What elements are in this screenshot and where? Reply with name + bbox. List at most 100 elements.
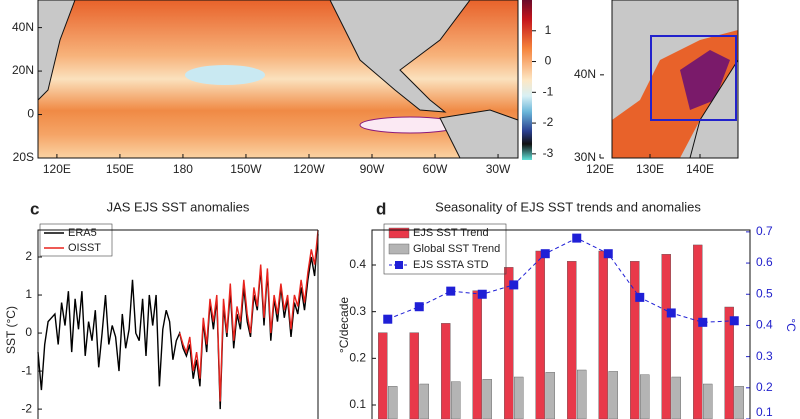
bar: [545, 372, 555, 419]
y-tick-label: 0.4: [349, 257, 366, 271]
marker: [635, 292, 645, 302]
x-tick-label: 30W: [486, 162, 511, 176]
panel-label: d: [376, 199, 386, 218]
x-tick-label: 60W: [423, 162, 448, 176]
axes: [371, 229, 751, 419]
bar: [535, 250, 545, 419]
y-tick-label: -1: [21, 363, 32, 377]
marker: [446, 286, 456, 296]
marker: [414, 302, 424, 312]
legend-label: EJS SST Trend: [413, 227, 489, 239]
y-tick-label: 30N: [574, 150, 596, 164]
y-axis-label: °C/decade: [337, 297, 351, 353]
y2-tick-label: 0.2: [756, 380, 773, 394]
bar: [567, 261, 577, 419]
y2-tick-label: 0.5: [756, 286, 773, 300]
y-axis-label: SST (°C): [4, 306, 18, 354]
x-tick-label: 120W: [293, 162, 325, 176]
x-tick-label: 130E: [636, 162, 664, 176]
bar: [693, 244, 703, 419]
legend-label: Global SST Trend: [413, 243, 500, 255]
data-line: [179, 230, 319, 402]
data-line: [387, 237, 735, 323]
x-tick-label: 120E: [586, 162, 614, 176]
y-tick-label: 0.1: [349, 397, 366, 411]
x-tick-label: 150W: [230, 162, 262, 176]
y2-axis-label: °C: [784, 318, 798, 332]
marker: [729, 316, 739, 326]
bar: [703, 383, 713, 419]
y-tick-label: 40N: [12, 20, 34, 34]
land: [329, 0, 471, 113]
x-tick-label: 150E: [106, 162, 134, 176]
map-a: [37, 0, 532, 160]
chart-title: Seasonality of EJS SST trends and anomal…: [435, 199, 701, 214]
data-line: [37, 234, 319, 410]
colorbar: [522, 0, 532, 160]
legend-swatch: [388, 227, 410, 239]
colorbar-tick-label: 1: [545, 23, 552, 37]
bar: [419, 383, 429, 419]
legend-swatch: [388, 243, 410, 255]
legend-box: [39, 223, 113, 257]
bar: [724, 306, 734, 419]
bar: [734, 386, 744, 419]
frame: [37, 0, 519, 159]
bar: [388, 386, 398, 419]
marker: [509, 280, 519, 290]
colorbar-tick-label: 0: [545, 54, 552, 68]
x-tick-label: 120E: [43, 162, 71, 176]
axes: [37, 229, 319, 419]
region-box: [650, 35, 737, 121]
bar: [630, 261, 640, 419]
y-tick-label: 20S: [13, 150, 34, 164]
y2-tick-label: 0.4: [756, 318, 773, 332]
colorbar-tick-label: -1: [543, 84, 554, 98]
y-tick-label: 0.2: [349, 351, 366, 365]
map-b: [611, 0, 739, 159]
bar: [514, 376, 524, 419]
marker: [572, 233, 582, 243]
y-tick-label: 0: [25, 325, 32, 339]
bar: [577, 369, 587, 419]
y-tick-label: 0.3: [349, 304, 366, 318]
cool-anomaly: [185, 65, 265, 85]
bar: [441, 323, 451, 419]
y-tick-label: 1: [25, 287, 32, 301]
colorbar-tick-label: -3: [543, 146, 554, 160]
y-tick-label: 40N: [574, 67, 596, 81]
legend-label: EJS SSTA STD: [413, 259, 489, 271]
bar: [472, 290, 482, 419]
colorbar-tick-label: -2: [543, 115, 554, 129]
warm-anomaly: [680, 50, 730, 110]
y2-tick-label: 0.6: [756, 255, 773, 269]
marker: [666, 308, 676, 318]
panel-label: c: [30, 199, 39, 218]
bar: [482, 379, 492, 419]
bar: [671, 376, 681, 419]
bar: [608, 371, 618, 419]
marker: [603, 249, 613, 259]
legend-swatch: [395, 261, 403, 269]
legend-label: ERA5: [68, 227, 97, 239]
chart-title: JAS EJS SST anomalies: [107, 199, 250, 214]
bar: [661, 254, 671, 419]
y-tick-label: 20N: [12, 63, 34, 77]
marker: [540, 249, 550, 259]
x-tick-label: 90W: [360, 162, 385, 176]
bar: [409, 332, 419, 419]
legend-label: OISST: [68, 242, 101, 254]
bar: [378, 332, 388, 419]
y-tick-label: 0: [27, 107, 34, 121]
bar: [451, 381, 461, 419]
bar: [504, 267, 514, 419]
y-tick-label: 2: [25, 249, 32, 263]
bar: [640, 374, 650, 419]
frame: [611, 0, 739, 159]
marker: [477, 289, 487, 299]
y2-tick-label: 0.7: [756, 224, 773, 238]
y2-tick-label: 0.3: [756, 349, 773, 363]
x-tick-label: 140E: [686, 162, 714, 176]
y2-tick-label: 0.1: [756, 405, 773, 419]
